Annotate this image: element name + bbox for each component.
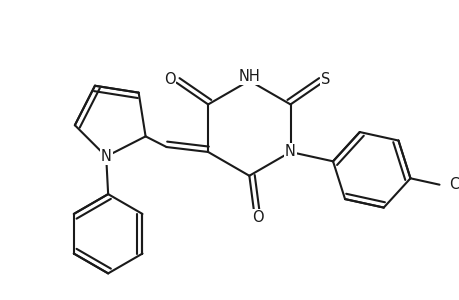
Text: N: N [285, 145, 295, 160]
Text: N: N [101, 149, 112, 164]
Text: O: O [163, 72, 175, 87]
Text: Cl: Cl [448, 177, 459, 192]
Text: O: O [252, 210, 263, 225]
Text: NH: NH [238, 69, 260, 84]
Text: S: S [321, 72, 330, 87]
